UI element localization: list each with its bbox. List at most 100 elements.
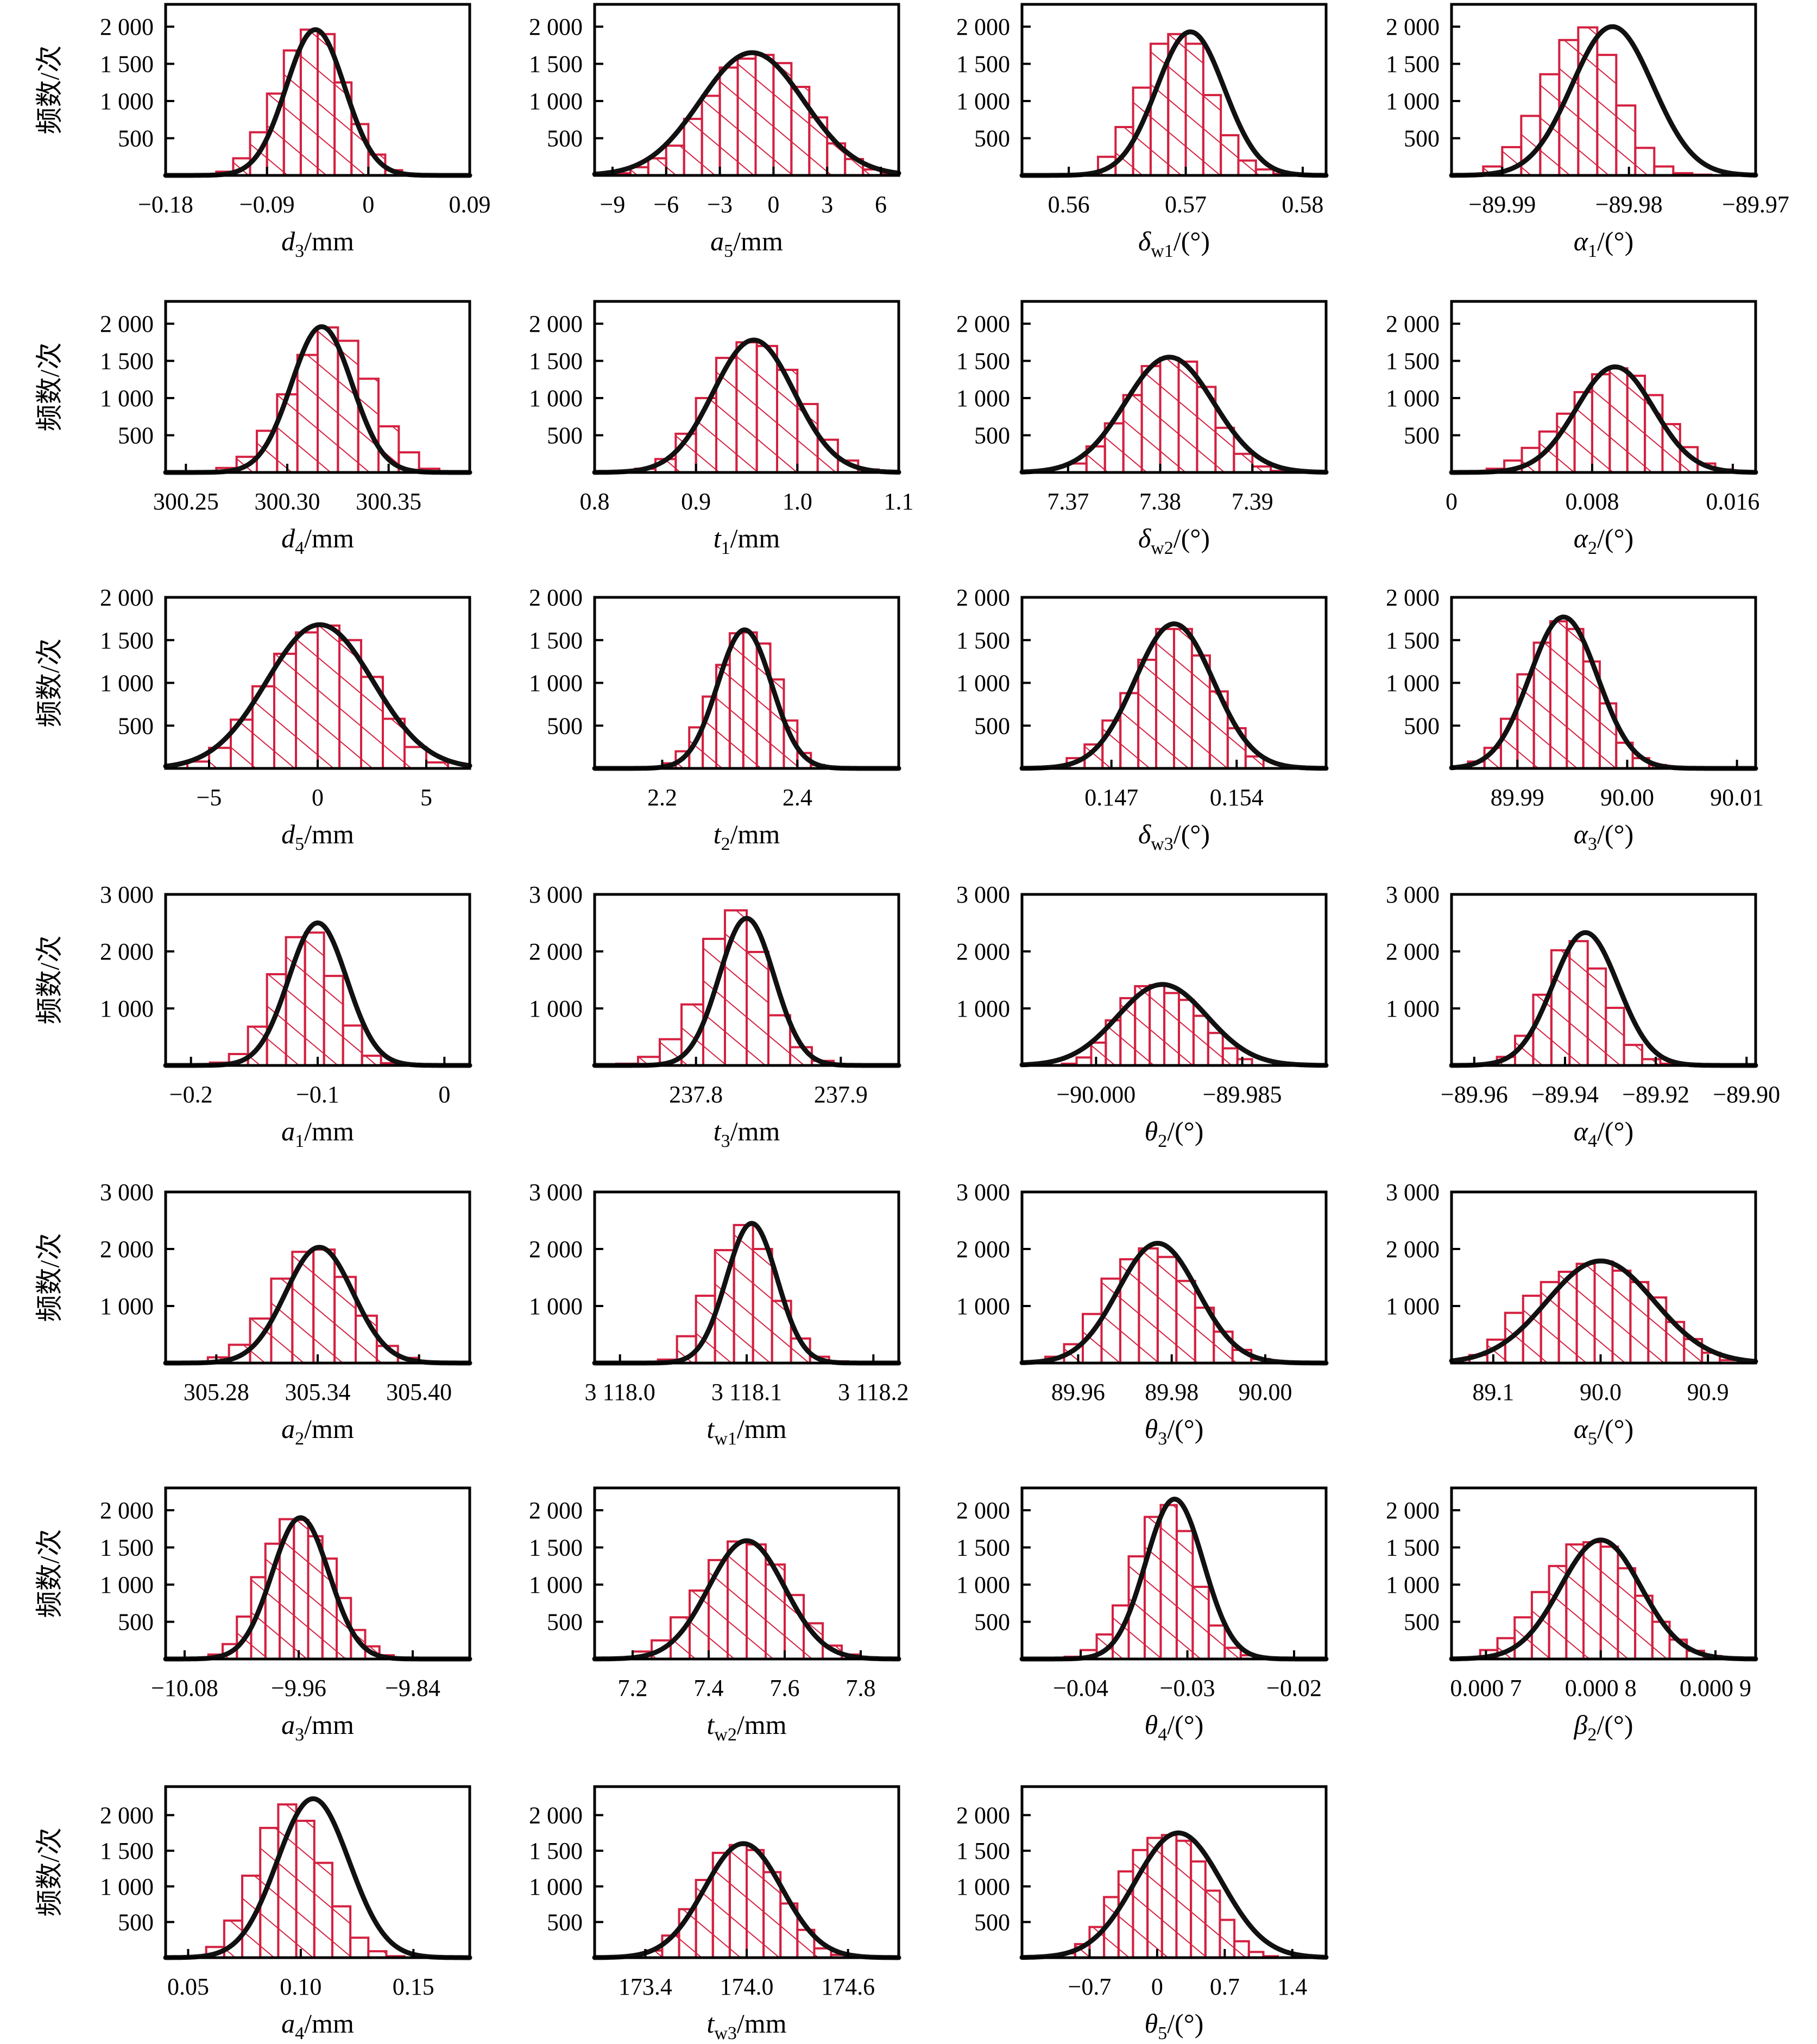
y-tick-label: 1 000 bbox=[100, 385, 154, 412]
histogram-bars bbox=[1067, 357, 1291, 474]
x-tick-label: 0.58 bbox=[1282, 191, 1323, 218]
y-tick-label: 2 000 bbox=[956, 311, 1010, 337]
histogram-bars bbox=[1061, 983, 1253, 1067]
histogram-bar bbox=[1155, 628, 1176, 770]
histogram-bar bbox=[1661, 422, 1681, 474]
y-tick-label: 3 000 bbox=[529, 1179, 583, 1206]
histogram-panel: 500 1 000 1 500 2 000 0 0.008 0.016 α2/(°) bbox=[1386, 300, 1759, 558]
histogram-bar bbox=[313, 1862, 333, 1959]
y-tick-label: 2 000 bbox=[529, 14, 583, 40]
x-axis-title: θ5/(°) bbox=[1145, 2008, 1204, 2043]
x-tick-label: 3 bbox=[821, 191, 833, 218]
x-tick-label: 0 bbox=[362, 191, 374, 218]
y-tick-label: 1 000 bbox=[100, 88, 154, 115]
histogram-bars bbox=[611, 54, 900, 177]
x-tick-label: 305.40 bbox=[386, 1379, 452, 1405]
histogram-panel: 1 000 2 000 3 000 89.96 89.98 90.00 θ3/(°) bbox=[956, 1179, 1329, 1449]
histogram-bar bbox=[1156, 1256, 1178, 1364]
normal-fit-curve bbox=[592, 1538, 901, 1662]
x-tick-label: 173.4 bbox=[619, 1973, 672, 2000]
histogram-bars bbox=[206, 1248, 420, 1365]
y-tick-label: 500 bbox=[547, 712, 583, 739]
histogram-panel: 1 000 2 000 3 000 −89.96 −89.94 −89.92 −89.90 α… bbox=[1386, 881, 1780, 1151]
y-tick-label: 1 500 bbox=[529, 1535, 583, 1561]
y-axis-title: 频数/次 bbox=[34, 343, 65, 432]
y-tick-label: 1 000 bbox=[956, 995, 1010, 1022]
x-tick-label: −6 bbox=[653, 191, 679, 218]
x-axis-title: tw3/mm bbox=[706, 2008, 786, 2043]
y-tick-label: 2 000 bbox=[1386, 584, 1440, 611]
histogram-bar bbox=[1608, 367, 1629, 474]
x-tick-label: 0.56 bbox=[1048, 191, 1090, 218]
plot-frame bbox=[164, 300, 471, 474]
y-tick-label: 500 bbox=[547, 1609, 583, 1636]
histogram-bar bbox=[403, 746, 427, 769]
x-tick-label: 7.37 bbox=[1047, 488, 1089, 515]
y-tick-label: 3 000 bbox=[956, 881, 1010, 908]
plot-frame bbox=[1450, 300, 1757, 474]
y-tick-label: 2 000 bbox=[956, 1802, 1010, 1829]
x-tick-label: 0.000 8 bbox=[1565, 1675, 1637, 1701]
x-tick-label: 7.39 bbox=[1232, 488, 1273, 515]
x-tick-label: 0.05 bbox=[167, 1973, 209, 2000]
x-tick-label: 7.8 bbox=[846, 1675, 876, 1701]
y-tick-label: 1 500 bbox=[529, 1838, 583, 1864]
x-tick-label: 6 bbox=[875, 191, 887, 218]
y-tick-label: 1 000 bbox=[529, 670, 583, 697]
histogram-bar bbox=[1173, 628, 1193, 770]
histogram-bars bbox=[215, 28, 420, 177]
histogram-bar bbox=[752, 1248, 773, 1364]
histogram-bar bbox=[304, 931, 325, 1067]
histogram-panel: 500 1 000 1 500 2 000 300.25 300.30 300.35d4/m… bbox=[34, 300, 472, 558]
y-tick-label: 1 000 bbox=[529, 88, 583, 115]
x-tick-label: 90.00 bbox=[1600, 784, 1654, 811]
y-tick-label: 1 500 bbox=[1386, 1535, 1440, 1561]
normal-fit-curve bbox=[592, 337, 901, 475]
x-tick-label: −90.000 bbox=[1056, 1081, 1135, 1108]
histogram-bar bbox=[1539, 73, 1561, 176]
y-tick-label: 1 000 bbox=[956, 385, 1010, 412]
y-tick-label: 1 000 bbox=[100, 670, 154, 697]
y-tick-label: 1 500 bbox=[956, 348, 1010, 375]
histogram-bar bbox=[746, 1849, 765, 1959]
y-tick-label: 2 000 bbox=[529, 584, 583, 611]
x-tick-label: 2.4 bbox=[783, 784, 812, 811]
x-axis-title: δw2/(°) bbox=[1138, 523, 1210, 558]
x-tick-label: 3 118.0 bbox=[584, 1379, 655, 1405]
normal-fit-curve bbox=[1449, 364, 1758, 475]
histogram-bar bbox=[1522, 1295, 1542, 1365]
y-axis-title: 频数/次 bbox=[34, 639, 65, 728]
y-tick-label: 500 bbox=[547, 1909, 583, 1935]
y-tick-label: 1 500 bbox=[1386, 51, 1440, 78]
histogram-bar bbox=[1566, 628, 1585, 770]
histogram-panel: 500 1 000 1 500 2 000 −0.18 −0.09 0 0.09 d3/mm 频数… bbox=[34, 3, 491, 261]
histogram-bar bbox=[1214, 426, 1235, 474]
plot-frame bbox=[1450, 1190, 1757, 1365]
y-tick-label: 500 bbox=[974, 1909, 1010, 1935]
y-tick-label: 2 000 bbox=[1386, 1497, 1440, 1524]
histogram-bar bbox=[1138, 1247, 1159, 1364]
y-tick-label: 1 000 bbox=[956, 88, 1010, 115]
x-tick-label: 0.147 bbox=[1084, 784, 1138, 811]
histogram-bar bbox=[1149, 983, 1166, 1067]
histogram-panel: 500 1 000 1 500 2 000 −9 −6 −3 0 3 6 a5/mm bbox=[529, 3, 901, 261]
y-tick-label: 1 500 bbox=[956, 627, 1010, 654]
histogram-bar bbox=[295, 1820, 316, 1959]
x-tick-label: −3 bbox=[707, 191, 733, 218]
histogram-panel: 500 1 000 1 500 2 000 −0.7 0 0.7 1.4 θ5/(°) bbox=[956, 1785, 1329, 2043]
histogram-bar bbox=[1175, 1279, 1196, 1365]
y-axis-title: 频数/次 bbox=[34, 1233, 65, 1322]
histogram-bar bbox=[776, 369, 799, 474]
histogram-bar bbox=[1163, 992, 1180, 1067]
y-tick-label: 1 500 bbox=[956, 1838, 1010, 1864]
x-axis-title: α5/(°) bbox=[1574, 1414, 1633, 1449]
x-tick-label: 0.000 7 bbox=[1450, 1675, 1522, 1701]
x-tick-label: 90.0 bbox=[1580, 1379, 1622, 1405]
y-tick-label: 1 000 bbox=[529, 1873, 583, 1900]
y-tick-label: 1 000 bbox=[529, 1572, 583, 1598]
histogram-bar bbox=[702, 937, 726, 1067]
y-tick-label: 2 000 bbox=[100, 1802, 154, 1829]
y-tick-label: 1 000 bbox=[529, 995, 583, 1022]
y-tick-label: 2 000 bbox=[529, 311, 583, 337]
histogram-panel: 1 000 2 000 3 000 237.8 237.9 t3/mm bbox=[529, 881, 901, 1151]
